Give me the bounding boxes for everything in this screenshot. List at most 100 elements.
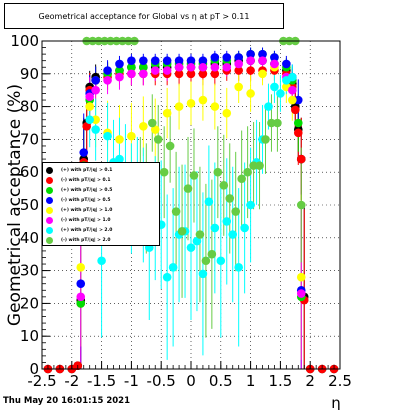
data-point: [273, 118, 282, 128]
data-point: [174, 62, 184, 72]
data-point: [198, 56, 208, 65]
legend-label: (+) with pT/|q| > 1.0: [61, 207, 113, 213]
x-tick-label: 1.5: [268, 372, 292, 390]
data-point: [150, 66, 160, 75]
data-point: [82, 121, 91, 131]
data-point: [139, 62, 148, 72]
data-point: [162, 272, 172, 282]
data-point: [258, 69, 267, 79]
data-point: [198, 62, 208, 72]
data-point: [147, 118, 157, 128]
data-point: [246, 89, 255, 98]
data-point: [162, 108, 172, 118]
data-point: [240, 223, 249, 233]
x-tick-label: 0: [186, 372, 196, 390]
data-point: [210, 102, 220, 111]
data-point: [288, 72, 297, 82]
data-point: [293, 118, 303, 128]
x-tick-label: -1: [124, 372, 139, 390]
data-point: [198, 69, 208, 79]
data-point: [76, 292, 86, 302]
y-tick-label: 10: [20, 327, 39, 345]
legend-label: (+) with pT/|q| > 0.5: [61, 187, 113, 193]
data-point: [150, 125, 160, 134]
data-point: [222, 53, 232, 62]
data-point: [210, 53, 220, 62]
legend-entry: (-) with pT/|q| > 2.0: [46, 235, 156, 245]
data-point: [267, 118, 276, 128]
data-point: [115, 135, 124, 144]
legend-marker: [46, 196, 53, 204]
data-point: [127, 69, 136, 79]
data-point: [127, 56, 136, 65]
data-point: [219, 181, 229, 190]
y-tick-label: 100: [10, 32, 39, 50]
x-axis-label: η: [331, 394, 341, 410]
data-point: [103, 131, 112, 141]
data-point: [234, 82, 243, 92]
legend-marker: [46, 166, 53, 174]
data-point: [174, 102, 184, 111]
legend-label: (-) with pT/|q| > 0.5: [61, 197, 111, 203]
x-tick-label: 2: [305, 372, 315, 390]
data-point: [246, 66, 255, 75]
data-point: [177, 226, 187, 236]
y-tick-label: 70: [20, 130, 39, 148]
legend-label: (-) with pT/|q| > 0.1: [61, 177, 111, 183]
data-point: [222, 62, 232, 72]
data-point: [216, 256, 226, 266]
data-point: [115, 154, 124, 164]
data-point: [139, 56, 148, 65]
data-point: [162, 66, 172, 75]
y-axis-label: Geometrical acceptance (%): [5, 84, 25, 326]
data-point: [291, 105, 300, 115]
data-point: [153, 135, 163, 144]
data-point: [261, 135, 270, 144]
y-tick-label: 30: [20, 262, 39, 280]
data-point: [243, 167, 252, 177]
x-tick-label: -0.5: [147, 372, 176, 390]
legend-marker: [46, 226, 53, 234]
data-point: [186, 62, 196, 72]
data-point: [76, 279, 86, 289]
data-point: [198, 95, 208, 105]
data-point: [115, 66, 124, 75]
x-tick-label: -1.5: [87, 372, 116, 390]
data-point: [270, 82, 279, 92]
data-point: [234, 59, 243, 69]
data-point: [222, 217, 232, 226]
legend-marker: [46, 176, 53, 184]
legend-marker: [46, 206, 53, 214]
data-point: [103, 66, 112, 75]
y-tick-label: 60: [20, 163, 39, 181]
data-point: [270, 53, 279, 62]
data-point: [234, 66, 243, 75]
data-point: [115, 72, 124, 82]
data-point: [207, 249, 217, 259]
data-point: [201, 256, 211, 266]
axes: -2.5 -2 -1.5 -1 -0.5 0 0.5 1 1.5 2 2.5 0 10 20 30 40 50 6…: [10, 32, 352, 390]
legend-label: (+) with pT/|q| > 0.1: [61, 167, 113, 173]
legend-entry: (-) with pT/|q| > 0.1: [46, 175, 156, 185]
data-point: [162, 56, 172, 65]
legend: (+) with pT/|q| > 0.1 (-) with pT/|q| > 0…: [42, 162, 160, 246]
y-tick-label: 50: [20, 196, 39, 214]
chart-title: Geometrical acceptance for Global vs η a…: [4, 3, 284, 29]
data-point: [186, 243, 196, 252]
legend-label: (+) with pT/|q| > 2.0: [61, 227, 113, 233]
x-tick-label: 2.5: [328, 372, 352, 390]
data-point: [159, 167, 169, 177]
data-point: [228, 230, 238, 239]
data-point: [186, 69, 196, 79]
data-point: [296, 200, 306, 210]
data-point: [91, 115, 100, 125]
data-point: [258, 56, 267, 65]
data-point: [288, 85, 297, 95]
x-tick-label: 0.5: [209, 372, 233, 390]
y-tick-label: 80: [20, 98, 39, 116]
data-point: [276, 89, 285, 98]
data-point: [76, 263, 86, 272]
data-point: [168, 263, 178, 272]
y-tick-label: 20: [20, 294, 39, 312]
data-point: [296, 154, 306, 164]
